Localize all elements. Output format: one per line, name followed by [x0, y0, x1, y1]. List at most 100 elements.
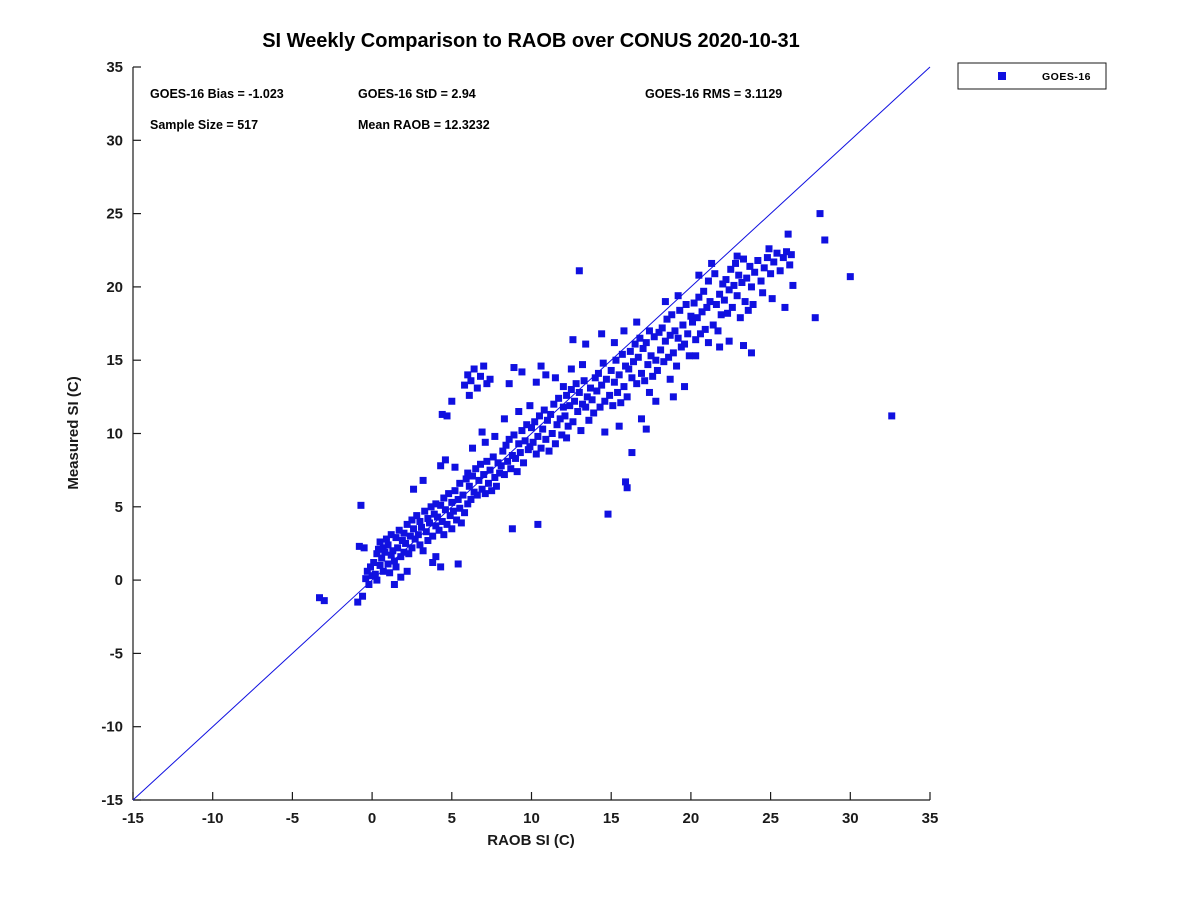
- scatter-point: [516, 449, 524, 457]
- scatter-point: [488, 487, 496, 495]
- scatter-point: [362, 575, 370, 583]
- y-tick-label: 30: [106, 132, 123, 149]
- scatter-point: [569, 336, 577, 344]
- scatter-point: [543, 416, 551, 424]
- scatter-point: [462, 475, 470, 483]
- scatter-point: [741, 298, 749, 306]
- scatter-point: [738, 279, 746, 287]
- scatter-point: [593, 387, 601, 395]
- scatter-point: [610, 378, 618, 386]
- scatter-point: [476, 372, 484, 380]
- scatter-point: [510, 431, 518, 439]
- x-tick-label: 5: [448, 810, 456, 827]
- scatter-point: [645, 388, 653, 396]
- scatter-point: [539, 425, 547, 433]
- scatter-point: [486, 466, 494, 474]
- scatter-point: [639, 344, 647, 352]
- x-tick-label: 0: [368, 810, 376, 827]
- scatter-point: [416, 517, 424, 525]
- scatter-point: [429, 559, 437, 567]
- scatter-point: [395, 526, 403, 534]
- scatter-point: [491, 473, 499, 481]
- scatter-point: [437, 462, 445, 470]
- x-tick-label: 30: [842, 810, 859, 827]
- y-tick-label: 0: [115, 572, 123, 589]
- scatter-point: [779, 254, 787, 262]
- scatter-point: [359, 592, 367, 600]
- scatter-point: [461, 381, 469, 389]
- y-tick-label: -5: [110, 645, 123, 662]
- y-tick-label: 25: [106, 206, 123, 223]
- scatter-point: [625, 365, 633, 373]
- scatter-point: [424, 537, 432, 545]
- scatter-point: [537, 362, 545, 370]
- scatter-point: [443, 520, 451, 528]
- scatter-point: [526, 402, 534, 410]
- scatter-point: [569, 418, 577, 426]
- scatter-point: [594, 369, 602, 377]
- legend-marker-square-icon: [998, 72, 1006, 80]
- scatter-point: [620, 327, 628, 335]
- scatter-point: [473, 384, 481, 392]
- scatter-point: [402, 539, 410, 547]
- scatter-point: [759, 289, 767, 297]
- scatter-point: [470, 365, 478, 373]
- scatter-point: [732, 259, 740, 267]
- scatter-point: [453, 516, 461, 524]
- scatter-point: [315, 594, 323, 602]
- scatter-point: [481, 490, 489, 498]
- scatter-point: [688, 318, 696, 326]
- scatter-point: [510, 364, 518, 372]
- scatter-point: [492, 482, 500, 490]
- scatter-point: [499, 447, 507, 455]
- scatter-point: [457, 519, 465, 527]
- scatter-point: [598, 330, 606, 338]
- scatter-point: [371, 570, 379, 578]
- scatter-point: [743, 274, 751, 282]
- scatter-point: [740, 255, 748, 263]
- scatter-point: [652, 356, 660, 364]
- scatter-point: [724, 309, 732, 317]
- scatter-point: [633, 380, 641, 388]
- scatter-point: [392, 534, 400, 542]
- scatter-point: [673, 362, 681, 370]
- scatter-point: [728, 303, 736, 311]
- scatter-point: [512, 454, 520, 462]
- scatter-point: [432, 553, 440, 561]
- scatter-point: [614, 388, 622, 396]
- scatter-point: [374, 545, 382, 553]
- scatter-point: [671, 327, 679, 335]
- scatter-point: [440, 531, 448, 539]
- scatter-point: [585, 416, 593, 424]
- scatter-point: [446, 512, 454, 520]
- scatter-point: [746, 262, 754, 270]
- scatter-point: [628, 374, 636, 382]
- scatter-point: [532, 378, 540, 386]
- scatter-point: [725, 337, 733, 345]
- scatter-point: [429, 532, 437, 540]
- scatter-point: [704, 277, 712, 285]
- stats-annotations: GOES-16 Bias = -1.023 GOES-16 StD = 2.94 G…: [150, 87, 782, 132]
- scatter-point: [730, 281, 738, 289]
- scatter-point: [411, 535, 419, 543]
- scatter-point: [418, 523, 426, 531]
- scatter-point: [382, 535, 390, 543]
- scatter-point: [602, 375, 610, 383]
- scatter-point: [555, 394, 563, 402]
- scatter-point: [722, 276, 730, 284]
- scatter-point: [408, 544, 416, 552]
- scatter-point: [736, 314, 744, 322]
- scatter-point: [381, 548, 389, 556]
- scatter-point: [357, 501, 365, 509]
- scatter-point: [551, 374, 559, 382]
- y-tick-label: 35: [106, 59, 123, 76]
- scatter-point: [534, 520, 542, 528]
- scatter-point: [376, 538, 384, 546]
- x-axis-ticks: -15 -10 -5 0 5 10 15 20 25 30 35: [122, 792, 938, 827]
- scatter-point: [733, 252, 741, 260]
- scatter-point: [574, 408, 582, 416]
- scatter-point: [580, 377, 588, 385]
- scatter-point: [693, 314, 701, 322]
- scatter-point: [588, 396, 596, 404]
